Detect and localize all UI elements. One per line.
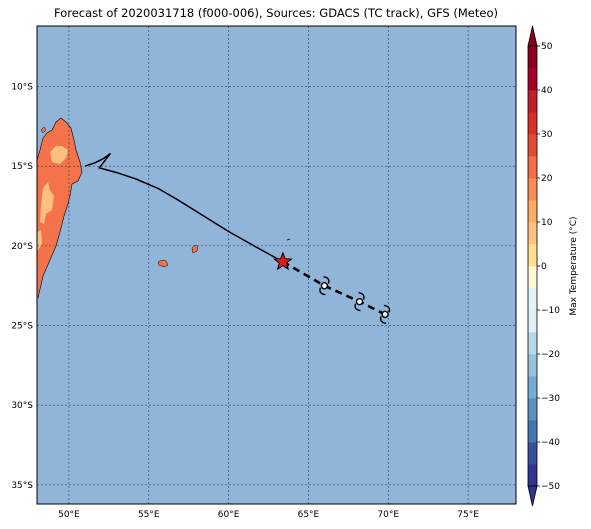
map-title: Forecast of 2020031718 (f000-006), Sourc…	[54, 6, 498, 20]
colorbar-band	[528, 310, 537, 333]
latitude-label: 35°S	[11, 481, 33, 491]
highland-region	[37, 230, 42, 250]
cyclone-symbol	[319, 276, 330, 296]
colorbar-band	[528, 112, 537, 135]
latitude-labels: 10°S 15°S 20°S 25°S 30°S 35°S	[11, 83, 33, 491]
colorbar-min-extension	[527, 485, 538, 507]
longitude-label: 75°E	[457, 510, 479, 520]
colorbar-band	[528, 464, 537, 487]
ocean-background	[37, 26, 516, 504]
colorbar-band	[528, 266, 537, 289]
colorbar-ticks: 50 40 30 20 10 0 −10 −20 −30 −40 −50	[537, 42, 560, 492]
colorbar-band	[528, 376, 537, 399]
colorbar-band	[528, 354, 537, 377]
highland-region	[40, 182, 54, 224]
highland-region	[50, 146, 68, 164]
colorbar-band	[528, 200, 537, 223]
latitude-label: 15°S	[11, 162, 33, 172]
longitude-label: 50°E	[58, 510, 80, 520]
cyclone-past-track	[84, 152, 284, 263]
colorbar-tick-label: 0	[541, 262, 547, 272]
colorbar-tick-label: 20	[541, 174, 553, 184]
forecast-positions	[319, 276, 391, 325]
mauritius-island	[191, 244, 199, 254]
latitude-label: 10°S	[11, 83, 33, 93]
colorbar-band	[528, 244, 537, 267]
colorbar-band	[528, 134, 537, 157]
colorbar-tick-label: −40	[541, 438, 560, 448]
latitude-label: 20°S	[11, 242, 33, 252]
current-position-star	[272, 251, 293, 271]
colorbar-label: Max Temperature (°C)	[569, 216, 579, 315]
cyclone-forecast-track	[282, 260, 386, 316]
longitude-label: 60°E	[218, 510, 240, 520]
colorbar-band	[528, 332, 537, 355]
longitude-label: 70°E	[377, 510, 399, 520]
latitude-label: 25°S	[11, 322, 33, 332]
colorbar	[527, 25, 538, 507]
longitude-labels: 50°E 55°E 60°E 65°E 70°E 75°E	[58, 510, 479, 520]
colorbar-band	[528, 90, 537, 113]
longitude-label: 65°E	[298, 510, 320, 520]
reunion-island	[157, 259, 169, 268]
islet	[40, 126, 47, 134]
colorbar-band	[528, 420, 537, 443]
cyclone-symbol	[379, 304, 391, 325]
colorbar-tick-label: 40	[541, 86, 553, 96]
colorbar-band	[528, 156, 537, 179]
colorbar-band	[528, 442, 537, 465]
colorbar-band	[528, 178, 537, 201]
colorbar-band	[528, 398, 537, 421]
madagascar-land	[37, 117, 83, 299]
longitude-label: 55°E	[138, 510, 160, 520]
colorbar-tick-label: 10	[541, 218, 553, 228]
islet	[286, 238, 291, 241]
colorbar-tick-label: −30	[541, 394, 560, 404]
colorbar-band	[528, 288, 537, 311]
colorbar-max-extension	[527, 25, 538, 47]
latitude-label: 30°S	[11, 401, 33, 411]
colorbar-tick-label: 30	[541, 130, 553, 140]
colorbar-band	[528, 46, 537, 69]
map-frame	[36, 25, 517, 505]
colorbar-band	[528, 68, 537, 91]
colorbar-tick-label: −10	[541, 306, 560, 316]
colorbar-tick-label: −20	[541, 350, 560, 360]
colorbar-tick-label: 50	[541, 42, 553, 52]
colorbar-tick-label: −50	[541, 482, 560, 492]
colorbar-band	[528, 222, 537, 245]
cyclone-symbol	[354, 291, 365, 312]
